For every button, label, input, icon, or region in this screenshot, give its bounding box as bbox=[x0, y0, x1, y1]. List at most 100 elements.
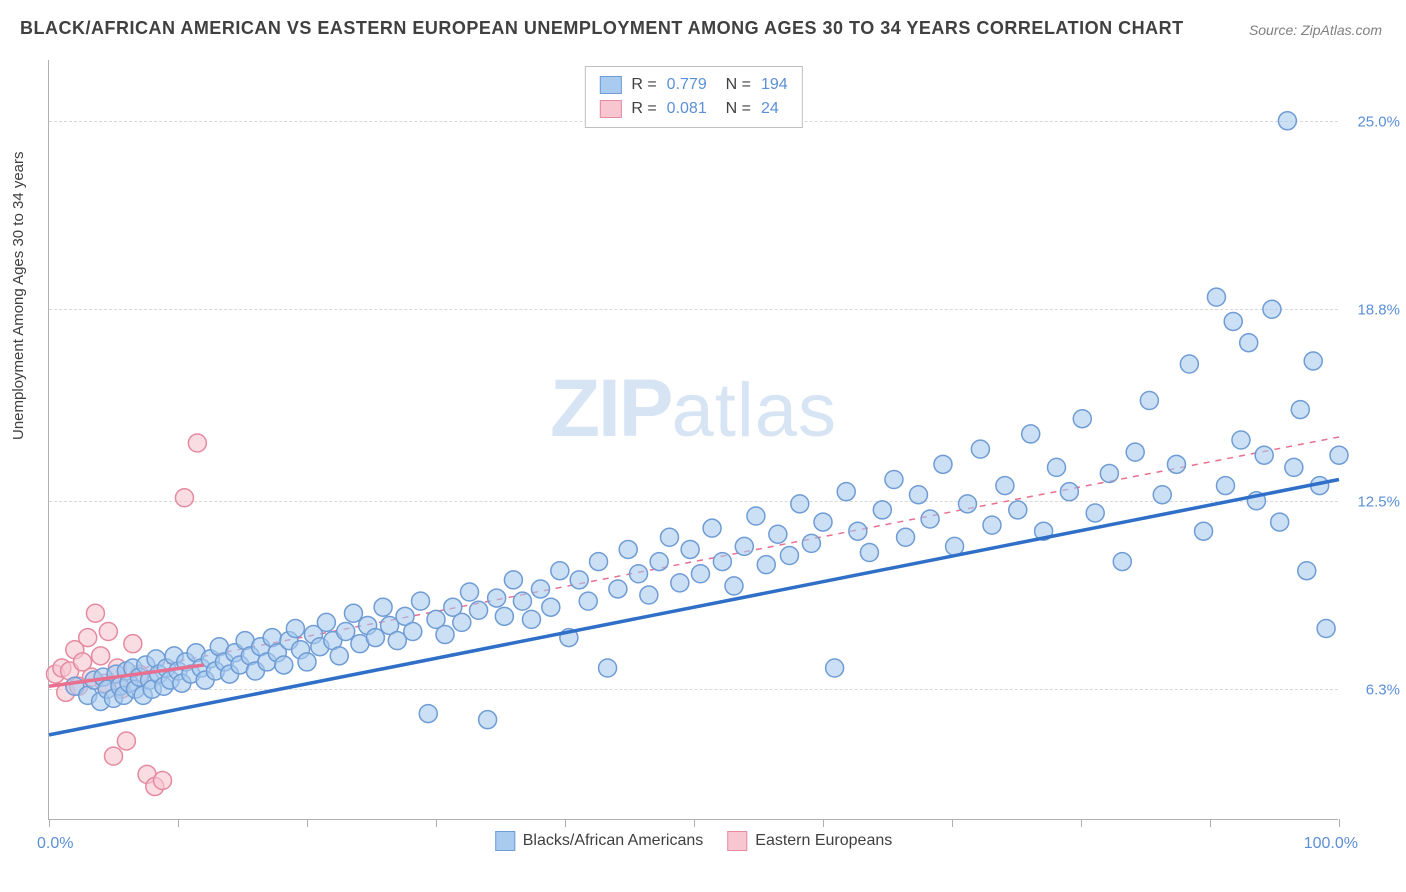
scatter-plot-svg bbox=[49, 60, 1338, 819]
data-point bbox=[412, 592, 430, 610]
data-point bbox=[590, 553, 608, 571]
data-point bbox=[735, 537, 753, 555]
x-tick bbox=[694, 819, 695, 827]
data-point bbox=[769, 525, 787, 543]
data-point bbox=[837, 483, 855, 501]
data-point bbox=[849, 522, 867, 540]
legend-item: Eastern Europeans bbox=[727, 831, 892, 851]
data-point bbox=[909, 486, 927, 504]
legend-item: Blacks/African Americans bbox=[495, 831, 704, 851]
data-point bbox=[897, 528, 915, 546]
data-point bbox=[1263, 300, 1281, 318]
series-legend: Blacks/African Americans Eastern European… bbox=[495, 831, 893, 851]
x-axis-min-label: 0.0% bbox=[37, 835, 73, 853]
data-point bbox=[1060, 483, 1078, 501]
x-tick bbox=[1081, 819, 1082, 827]
x-tick bbox=[823, 819, 824, 827]
data-point bbox=[92, 647, 110, 665]
data-point bbox=[780, 547, 798, 565]
data-point bbox=[79, 629, 97, 647]
data-point bbox=[86, 604, 104, 622]
data-point bbox=[1240, 334, 1258, 352]
data-point bbox=[1086, 504, 1104, 522]
data-point bbox=[436, 626, 454, 644]
data-point bbox=[747, 507, 765, 525]
data-point bbox=[1180, 355, 1198, 373]
data-point bbox=[1126, 443, 1144, 461]
legend-swatch bbox=[727, 831, 747, 851]
data-point bbox=[814, 513, 832, 531]
data-point bbox=[1278, 112, 1296, 130]
data-point bbox=[713, 553, 731, 571]
data-point bbox=[275, 656, 293, 674]
data-point bbox=[570, 571, 588, 589]
data-point bbox=[1285, 458, 1303, 476]
x-tick bbox=[1210, 819, 1211, 827]
data-point bbox=[802, 534, 820, 552]
data-point bbox=[1207, 288, 1225, 306]
data-point bbox=[419, 705, 437, 723]
data-point bbox=[757, 556, 775, 574]
data-point bbox=[337, 623, 355, 641]
data-point bbox=[542, 598, 560, 616]
data-point bbox=[317, 613, 335, 631]
data-point bbox=[691, 565, 709, 583]
data-point bbox=[1073, 410, 1091, 428]
data-point bbox=[826, 659, 844, 677]
data-point bbox=[374, 598, 392, 616]
x-tick bbox=[49, 819, 50, 827]
data-point bbox=[522, 610, 540, 628]
data-point bbox=[983, 516, 1001, 534]
data-point bbox=[1224, 312, 1242, 330]
x-tick bbox=[952, 819, 953, 827]
data-point bbox=[579, 592, 597, 610]
data-point bbox=[1009, 501, 1027, 519]
data-point bbox=[1216, 477, 1234, 495]
data-point bbox=[124, 635, 142, 653]
y-tick-label: 18.8% bbox=[1357, 302, 1400, 319]
data-point bbox=[404, 623, 422, 641]
data-point bbox=[105, 747, 123, 765]
data-point bbox=[1195, 522, 1213, 540]
data-point bbox=[1304, 352, 1322, 370]
x-tick bbox=[1339, 819, 1340, 827]
data-point bbox=[175, 489, 193, 507]
data-point bbox=[885, 471, 903, 489]
data-point bbox=[1317, 619, 1335, 637]
data-point bbox=[1298, 562, 1316, 580]
data-point bbox=[630, 565, 648, 583]
data-point bbox=[1271, 513, 1289, 531]
data-point bbox=[504, 571, 522, 589]
data-point bbox=[1022, 425, 1040, 443]
x-tick bbox=[178, 819, 179, 827]
data-point bbox=[1113, 553, 1131, 571]
data-point bbox=[479, 711, 497, 729]
data-point bbox=[650, 553, 668, 571]
legend-swatch bbox=[599, 76, 621, 94]
data-point bbox=[1255, 446, 1273, 464]
data-point bbox=[958, 495, 976, 513]
y-tick-label: 6.3% bbox=[1366, 682, 1400, 699]
data-point bbox=[660, 528, 678, 546]
data-point bbox=[640, 586, 658, 604]
x-tick bbox=[565, 819, 566, 827]
x-tick bbox=[436, 819, 437, 827]
data-point bbox=[488, 589, 506, 607]
data-point bbox=[99, 623, 117, 641]
data-point bbox=[495, 607, 513, 625]
data-point bbox=[366, 629, 384, 647]
data-point bbox=[1100, 464, 1118, 482]
source-attribution: Source: ZipAtlas.com bbox=[1249, 22, 1382, 38]
data-point bbox=[934, 455, 952, 473]
data-point bbox=[791, 495, 809, 513]
trend-line bbox=[49, 480, 1339, 735]
data-point bbox=[681, 540, 699, 558]
data-point bbox=[551, 562, 569, 580]
data-point bbox=[971, 440, 989, 458]
data-point bbox=[1291, 401, 1309, 419]
chart-title: BLACK/AFRICAN AMERICAN VS EASTERN EUROPE… bbox=[20, 18, 1184, 39]
legend-row: R =0.081 N = 24 bbox=[599, 97, 787, 121]
data-point bbox=[619, 540, 637, 558]
data-point bbox=[330, 647, 348, 665]
data-point bbox=[860, 543, 878, 561]
